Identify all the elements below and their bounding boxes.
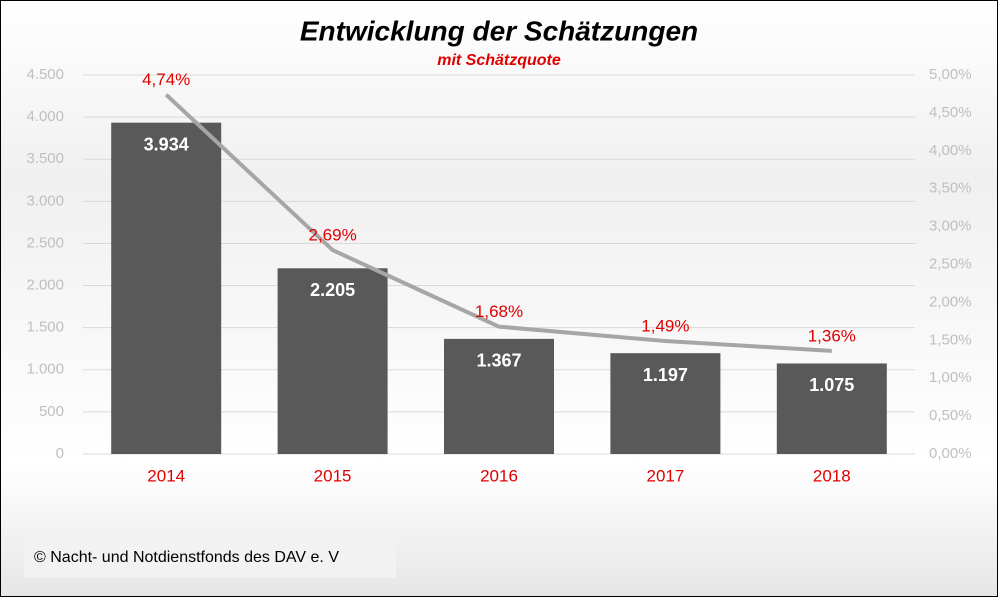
y-tick-label: 1.500 — [26, 319, 64, 336]
chart-subtitle: mit Schätzquote — [437, 52, 561, 69]
line-label: 1,49% — [641, 317, 689, 336]
bar-label: 1.367 — [476, 351, 521, 371]
y2-tick-label: 0,50% — [929, 407, 972, 424]
x-tick-label: 2014 — [147, 466, 185, 485]
bar — [444, 338, 554, 454]
bar — [277, 268, 388, 454]
y-tick-label: 0 — [56, 445, 64, 462]
x-tick-label: 2015 — [314, 466, 352, 485]
line-label: 1,68% — [475, 302, 523, 321]
y2-tick-label: 2,00% — [929, 293, 972, 310]
bar — [776, 363, 887, 454]
line — [164, 93, 832, 353]
y-tick-label: 500 — [39, 403, 64, 420]
line-label: 1,36% — [808, 326, 856, 345]
bar — [111, 122, 222, 455]
footer-box — [24, 538, 396, 578]
bar-label: 3.934 — [144, 134, 189, 154]
line-label: 2,69% — [308, 226, 356, 245]
y-tick-label: 2.500 — [26, 234, 64, 251]
y2-tick-label: 3,00% — [929, 218, 972, 235]
bar-label: 1.075 — [809, 375, 854, 395]
y2-tick-label: 2,50% — [929, 255, 972, 272]
chart-title: Entwicklung der Schätzungen — [300, 15, 698, 46]
x-tick-label: 2016 — [480, 466, 518, 485]
footer: © Nacht- und Notdienstfonds des DAV e. V — [34, 549, 339, 566]
bar-label: 1.197 — [643, 365, 688, 385]
bar — [610, 353, 721, 454]
y-tick-label: 3.500 — [26, 150, 64, 167]
y2-tick-label: 0,00% — [929, 445, 972, 462]
y2-tick-label: 4,00% — [929, 142, 972, 159]
y-tick-label: 4.000 — [26, 108, 64, 125]
y-tick-label: 1.000 — [26, 361, 64, 378]
x-tick-label: 2018 — [813, 466, 851, 485]
y2-tick-label: 3,50% — [929, 180, 972, 197]
line-label: 4,74% — [142, 70, 190, 89]
y-tick-label: 2.000 — [26, 277, 64, 294]
y2-tick-label: 1,50% — [929, 331, 972, 348]
y2-tick-label: 4,50% — [929, 104, 972, 121]
y2-tick-label: 1,00% — [929, 369, 972, 386]
x-tick-label: 2017 — [646, 466, 684, 485]
bar-label: 2.205 — [310, 280, 355, 300]
y-tick-label: 3.000 — [26, 192, 64, 209]
y2-tick-label: 5,00% — [929, 66, 972, 83]
y-tick-label: 4.500 — [26, 66, 64, 83]
